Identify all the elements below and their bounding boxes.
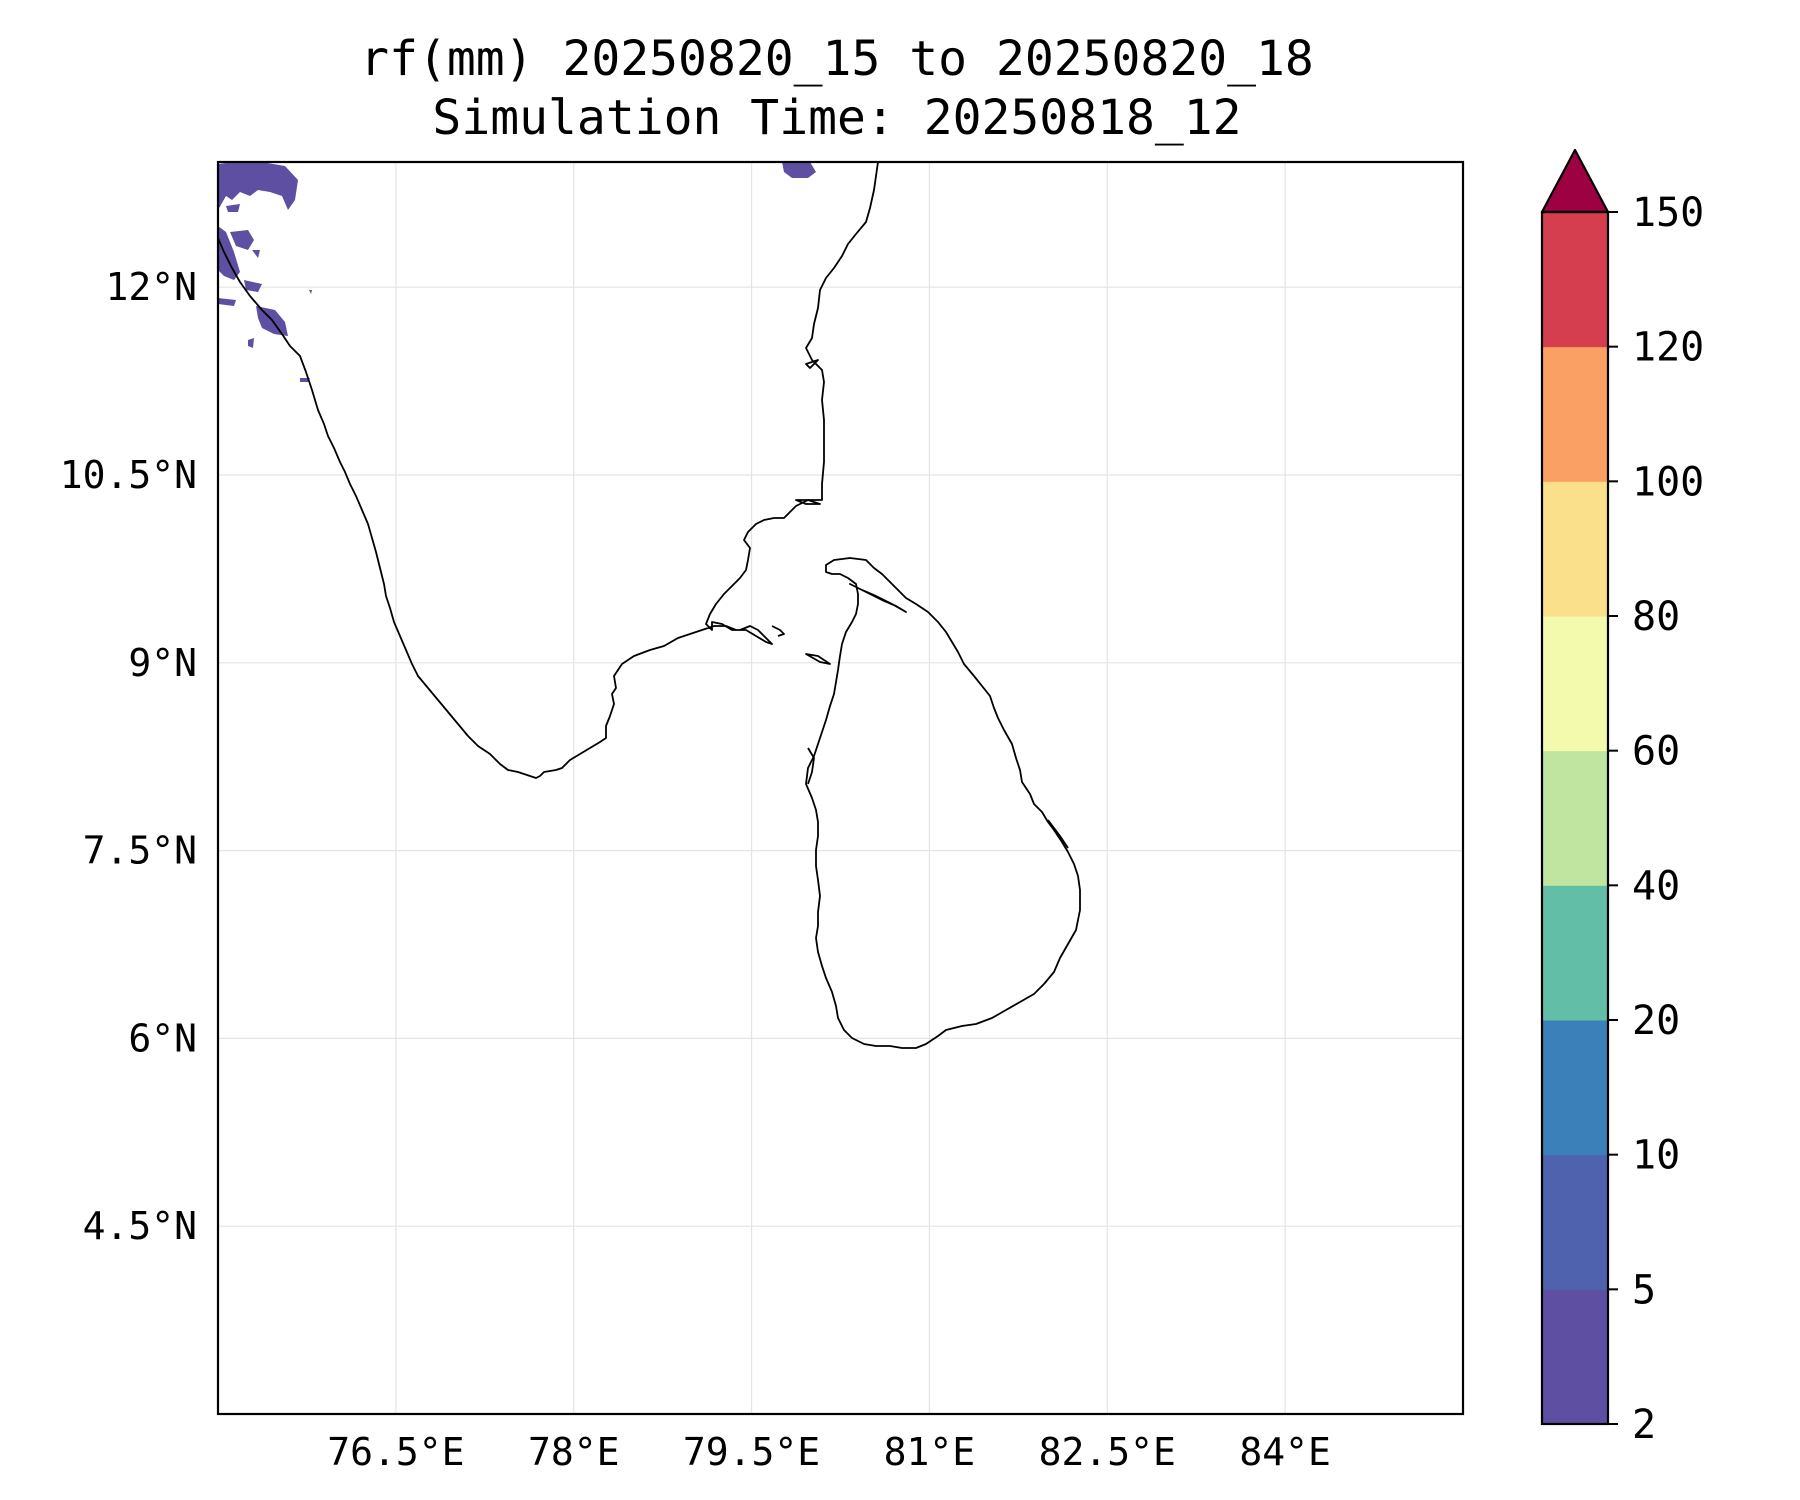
colorbar-tick-label: 120	[1632, 325, 1704, 371]
islet-2	[805, 359, 819, 369]
lat-tick-label: 6°N	[128, 1016, 197, 1060]
colorbar-bin	[1542, 212, 1608, 348]
lon-tick-label: 78°E	[528, 1430, 620, 1474]
colorbar-tick-label: 60	[1632, 729, 1680, 775]
colorbar-tick-label: 2	[1632, 1402, 1656, 1448]
longitude-tick-labels: 76.5°E 78°E 79.5°E 81°E 82.5°E 84°E	[327, 1430, 1331, 1474]
colorbar-tick-label: 10	[1632, 1133, 1680, 1179]
colorbar-bin	[1542, 750, 1608, 886]
mannar-island	[805, 653, 831, 665]
lat-tick-label: 9°N	[128, 641, 197, 685]
colorbar-bin	[1542, 346, 1608, 482]
map-frame	[216, 160, 1465, 1416]
latitude-tick-labels: 12°N 10.5°N 9°N 7.5°N 6°N 4.5°N	[60, 265, 197, 1248]
rainfall-area-speck4	[248, 338, 254, 348]
rainfall-area-small	[226, 204, 240, 212]
gridlines	[218, 162, 1463, 1414]
figure-title-line2: Simulation Time: 20250818_12	[432, 90, 1241, 146]
rainfall-area-speck3	[218, 298, 236, 306]
colorbar-extend-triangle	[1540, 148, 1610, 214]
rainfall-area-speck6	[309, 290, 312, 294]
colorbar-bin	[1542, 616, 1608, 752]
colorbar-tick-label: 100	[1632, 459, 1704, 505]
batticaloa-lagoon	[1047, 819, 1069, 849]
lon-tick-label: 82.5°E	[1039, 1430, 1176, 1474]
colorbar-bin	[1542, 481, 1608, 617]
islet-1	[795, 499, 821, 505]
sri-lanka-coastline	[805, 557, 1081, 1049]
map-panel: 76.5°E 78°E 79.5°E 81°E 82.5°E 84°E 12°N 10.5°…	[60, 160, 1465, 1474]
colorbar-bin	[1542, 1154, 1608, 1290]
lon-tick-label: 84°E	[1239, 1430, 1331, 1474]
colorbar-tick-labels: 2 5 10 20 40 60 80 100 120 150	[1608, 190, 1704, 1448]
colorbar-frame	[1540, 210, 1610, 1426]
rainfall-area-coast	[218, 226, 240, 280]
rainfall-area-northwest	[218, 162, 298, 210]
colorbar-bins	[1542, 212, 1608, 1425]
lat-tick-label: 10.5°N	[60, 453, 197, 497]
lat-tick-label: 4.5°N	[83, 1204, 197, 1248]
lat-tick-label: 7.5°N	[83, 829, 197, 873]
rainfall-area-mid	[230, 230, 254, 250]
gulf-of-mannar-inlet	[771, 625, 785, 637]
lon-tick-label: 76.5°E	[327, 1430, 464, 1474]
colorbar-bin	[1542, 1020, 1608, 1156]
lon-tick-label: 81°E	[884, 1430, 976, 1474]
puttalam-lagoon	[807, 747, 815, 785]
lon-tick-label: 79.5°E	[683, 1430, 820, 1474]
lat-tick-label: 12°N	[105, 265, 197, 309]
map-background	[218, 162, 1463, 1414]
jaffna-lagoon	[849, 583, 907, 613]
india-coastline	[218, 162, 879, 779]
rainfall-area-speck1	[252, 250, 260, 258]
coastlines	[218, 162, 1081, 1049]
rainfall-areas	[218, 162, 816, 382]
rainfall-area-north-center	[782, 162, 816, 178]
rainfall-area-speck2	[244, 280, 262, 292]
colorbar-bin	[1542, 885, 1608, 1021]
colorbar-tick-label: 80	[1632, 594, 1680, 640]
figure-title-line1: rf(mm) 20250820_15 to 20250820_18	[360, 31, 1314, 87]
colorbar-tick-label: 150	[1632, 190, 1704, 236]
colorbar-bin	[1542, 1289, 1608, 1425]
colorbar-tick-label: 20	[1632, 998, 1680, 1044]
colorbar: 2 5 10 20 40 60 80 100 120 150	[1540, 148, 1704, 1448]
colorbar-tick-label: 5	[1632, 1267, 1656, 1313]
colorbar-tick-label: 40	[1632, 863, 1680, 909]
